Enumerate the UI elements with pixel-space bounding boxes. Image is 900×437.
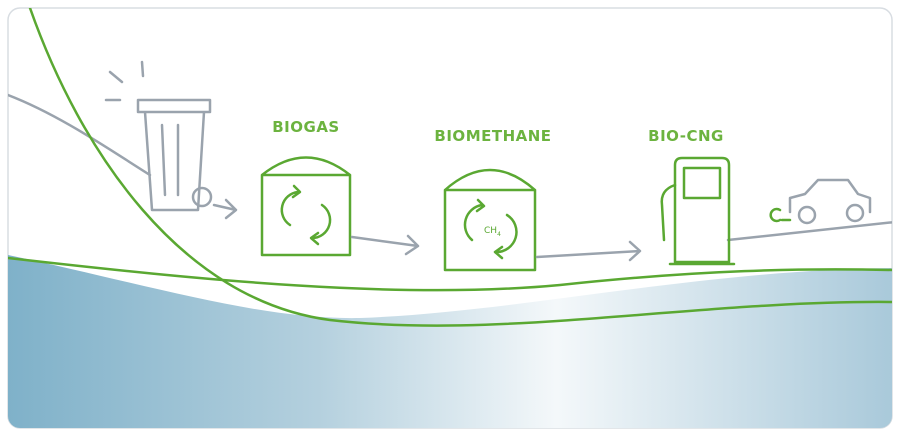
car xyxy=(769,178,872,225)
stage-label: BIO-CNG xyxy=(648,127,724,145)
water xyxy=(8,255,892,428)
upgrader xyxy=(443,168,642,272)
formula: CH4 xyxy=(484,226,501,238)
fuel-pump xyxy=(660,156,736,266)
green-curve xyxy=(8,256,892,292)
ground-line xyxy=(8,93,152,177)
formula-subscript: 4 xyxy=(497,231,501,238)
green-curve xyxy=(28,8,892,327)
stage-label: BIOGAS xyxy=(272,118,340,136)
stage-label: BIOMETHANE xyxy=(434,127,551,145)
road-line xyxy=(726,220,892,242)
formula-element: CH xyxy=(484,226,497,236)
waste-bin xyxy=(104,60,238,220)
digester xyxy=(260,156,420,257)
